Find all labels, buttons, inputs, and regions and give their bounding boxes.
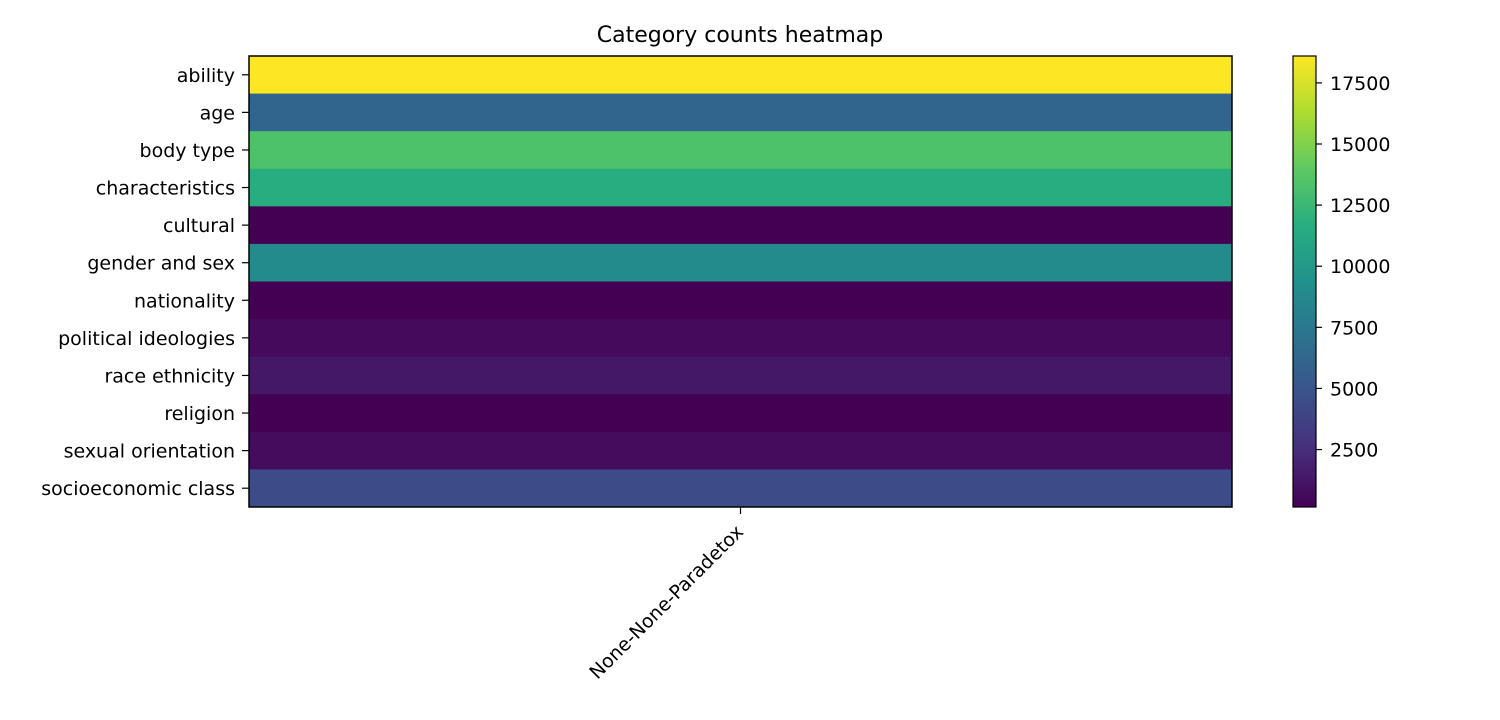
colorbar-tick-label: 17500 (1330, 73, 1390, 95)
chart-title: Category counts heatmap (597, 23, 883, 48)
heatmap-cell (249, 243, 1233, 282)
heatmap-cell (249, 168, 1233, 207)
heatmap-cell (249, 394, 1233, 433)
colorbar-gradient (1292, 55, 1317, 508)
y-tick-label: nationality (134, 290, 235, 312)
heatmap-cell (249, 206, 1233, 245)
plot-frame (248, 55, 1233, 508)
y-tick-label: sexual orientation (64, 441, 235, 463)
colorbar-tick-label: 12500 (1330, 195, 1390, 217)
y-tick-label: religion (164, 403, 235, 425)
heatmap-cell (249, 431, 1233, 470)
heatmap-cell (249, 469, 1233, 508)
y-tick-label: ability (177, 65, 235, 87)
colorbar-ticks: 2500 5000 7500 10000 12500 15000 17500 (1316, 73, 1390, 462)
heatmap-cell (249, 131, 1233, 170)
colorbar: 2500 5000 7500 10000 12500 15000 17500 (1292, 55, 1390, 508)
heatmap-cells (249, 56, 1233, 508)
x-tick-label: None-None-Paradetox (585, 521, 748, 684)
y-tick-label: gender and sex (87, 253, 235, 275)
y-tick-label: socioeconomic class (41, 478, 235, 500)
heatmap-cell (249, 56, 1233, 95)
y-tick-label: political ideologies (58, 328, 235, 350)
colorbar-tick-label: 10000 (1330, 256, 1390, 278)
heatmap-cell (249, 319, 1233, 358)
colorbar-tick-label: 5000 (1330, 378, 1378, 400)
x-axis: None-None-Paradetox (585, 507, 748, 684)
colorbar-tick-label: 2500 (1330, 440, 1378, 462)
heatmap-cell (249, 93, 1233, 132)
y-tick-label: body type (140, 140, 235, 162)
y-tick-label: cultural (163, 215, 235, 237)
colorbar-tick-label: 7500 (1330, 317, 1378, 339)
y-axis: ability age body type characteristics cultur… (41, 65, 249, 500)
y-tick-label: age (200, 102, 235, 124)
colorbar-tick-label: 15000 (1330, 134, 1390, 156)
heatmap-cell (249, 356, 1233, 395)
heatmap-cell (249, 281, 1233, 320)
y-tick-label: race ethnicity (104, 365, 235, 387)
y-tick-label: characteristics (96, 178, 235, 200)
